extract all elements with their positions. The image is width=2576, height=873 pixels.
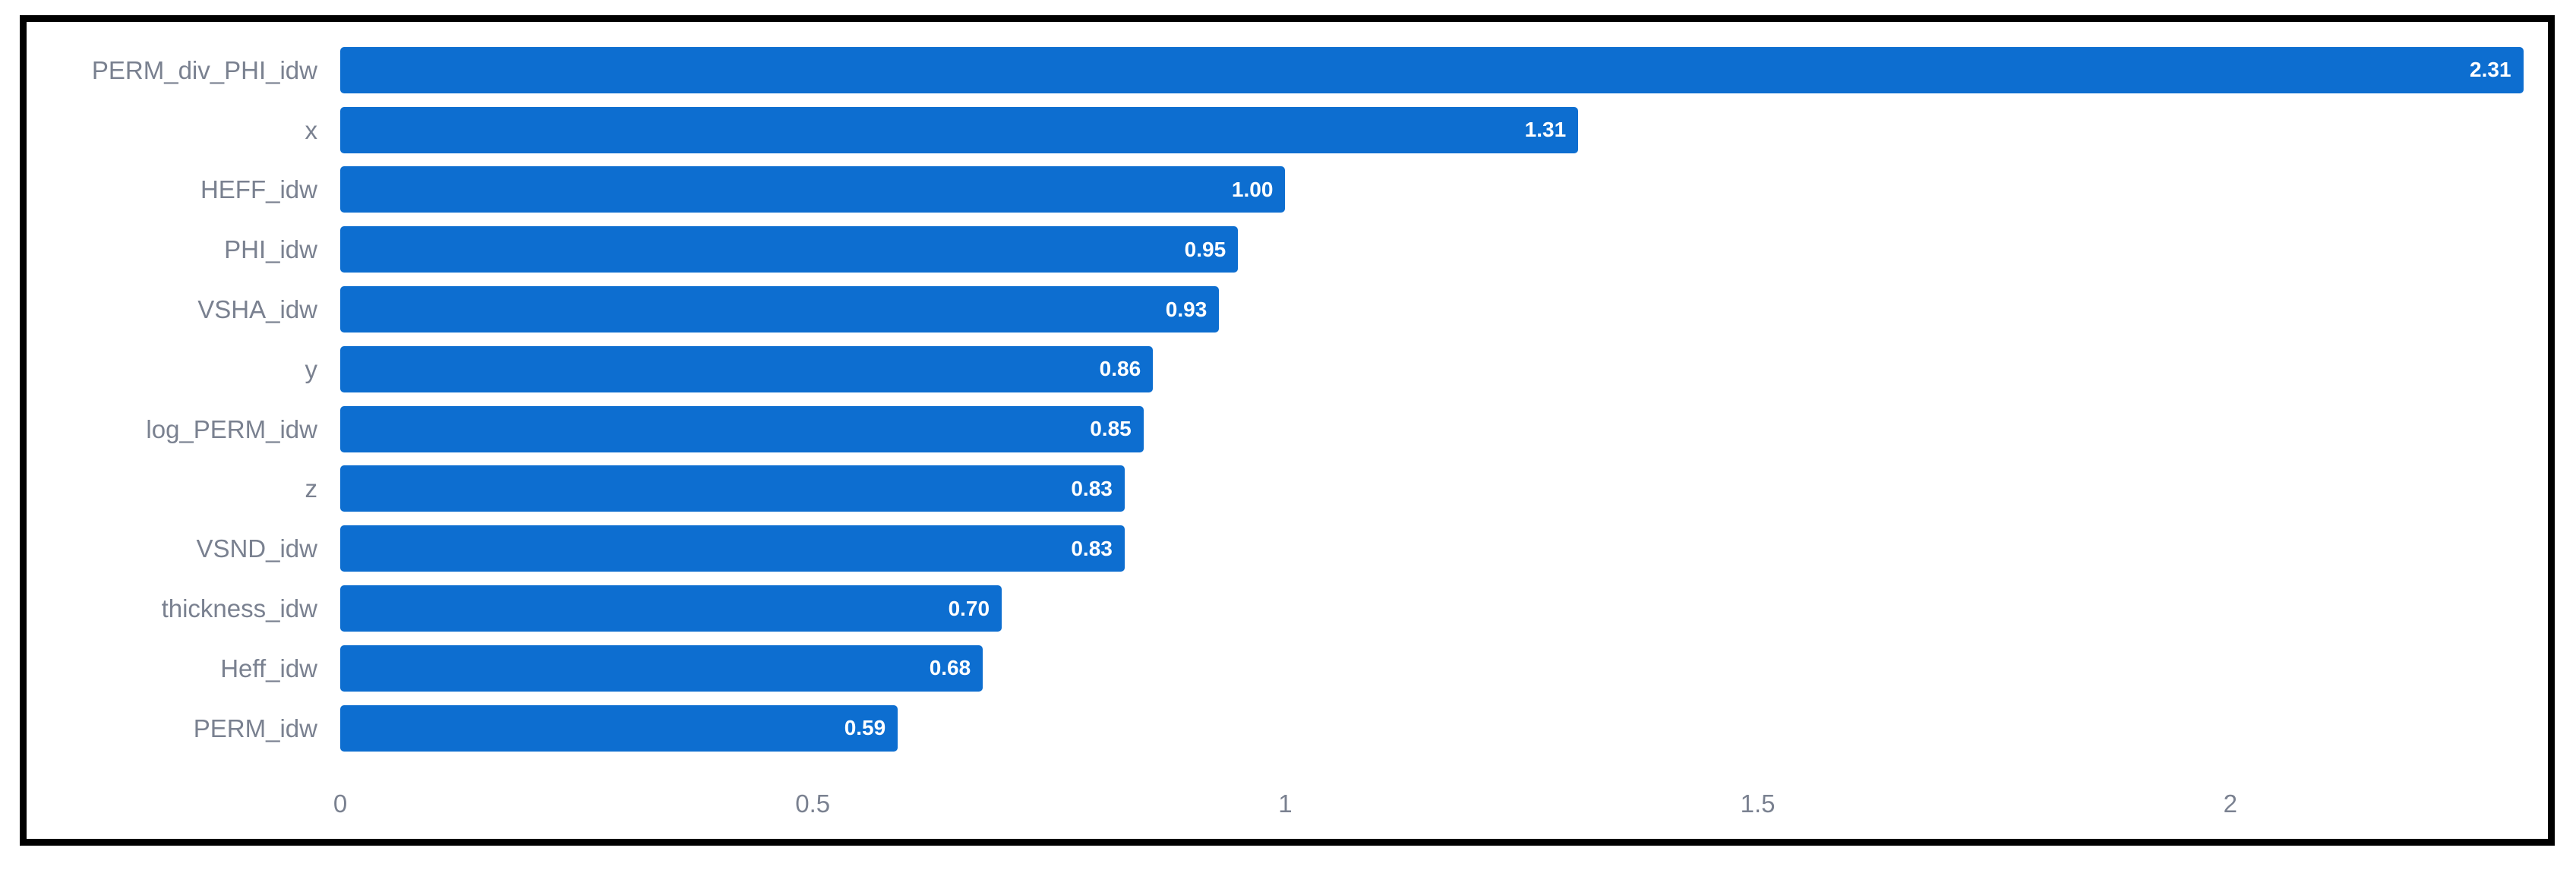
category-label: VSND_idw [196,534,317,563]
category-label: PERM_div_PHI_idw [91,55,317,84]
bar[interactable]: 0.93 [340,286,1220,333]
bar-value-label: 0.68 [929,656,971,680]
category-label: PHI_idw [224,235,317,264]
bar[interactable]: 0.70 [340,585,1002,632]
chart-row: HEFF_idw 1.00 [27,160,2548,220]
bar-track: 0.68 [340,645,2533,692]
chart-row: thickness_idw 0.70 [27,578,2548,638]
category-label: x [305,115,318,144]
bar-value-label: 0.70 [948,596,990,620]
bar[interactable]: 2.31 [340,46,2524,93]
bar-value-label: 1.31 [1524,118,1567,142]
x-axis-tick-label: 1 [1278,789,1293,818]
bar[interactable]: 0.83 [340,465,1125,512]
bar-track: 0.93 [340,286,2533,333]
chart-row: log_PERM_idw 0.85 [27,399,2548,459]
category-label: HEFF_idw [200,175,317,204]
bar-track: 0.59 [340,704,2533,752]
bar-value-label: 2.31 [2470,58,2511,82]
chart-row: PERM_div_PHI_idw 2.31 [27,40,2548,100]
bar[interactable]: 0.86 [340,345,1154,392]
category-label: Heff_idw [220,654,317,682]
bar[interactable]: 1.31 [340,106,1579,153]
bar-value-label: 0.83 [1071,476,1113,500]
bar-track: 1.00 [340,166,2533,213]
bar-track: 2.31 [340,46,2533,93]
bar[interactable]: 0.68 [340,645,983,692]
x-axis-tick-label: 1.5 [1740,789,1776,818]
x-axis-tick-label: 0.5 [795,789,831,818]
bar-value-label: 0.59 [844,716,886,740]
bar-value-label: 1.00 [1231,177,1274,201]
chart-row: VSHA_idw 0.93 [27,279,2548,339]
bar-track: 0.86 [340,345,2533,392]
category-label: thickness_idw [161,594,317,623]
bar-chart: PERM_div_PHI_idw 2.31 x 1.31 HEFF_idw 1.00 PHI… [27,22,2548,839]
category-label: y [305,355,318,383]
chart-row: z 0.83 [27,459,2548,519]
bar-track: 0.85 [340,405,2533,452]
chart-row: PERM_idw 0.59 [27,698,2548,758]
bar-value-label: 0.95 [1184,237,1226,261]
chart-row: y 0.86 [27,339,2548,399]
category-label: VSHA_idw [197,295,317,324]
category-label: PERM_idw [193,714,317,742]
chart-row: PHI_idw 0.95 [27,219,2548,279]
category-label: log_PERM_idw [146,414,317,443]
bar[interactable]: 0.59 [340,704,898,752]
chart-row: x 1.31 [27,100,2548,160]
x-axis-tick-label: 2 [2223,789,2237,818]
category-label: z [305,474,318,503]
bar-track: 0.83 [340,525,2533,572]
bar-value-label: 0.83 [1071,536,1113,560]
x-axis: 0 0.5 1 1.5 2 [333,770,2533,830]
bar[interactable]: 0.85 [340,405,1144,452]
bar-value-label: 0.93 [1165,297,1208,321]
bar[interactable]: 0.83 [340,525,1125,572]
chart-row: Heff_idw 0.68 [27,638,2548,698]
bar-track: 0.95 [340,226,2533,273]
x-axis-tick-label: 0 [333,789,348,818]
bar-track: 1.31 [340,106,2533,153]
bar-value-label: 0.85 [1090,417,1132,441]
bar[interactable]: 0.95 [340,226,1239,273]
chart-rows: PERM_div_PHI_idw 2.31 x 1.31 HEFF_idw 1.00 PHI… [27,40,2548,758]
bar-value-label: 0.86 [1099,357,1141,381]
bar-track: 0.70 [340,585,2533,632]
chart-row: VSND_idw 0.83 [27,518,2548,578]
bar-track: 0.83 [340,465,2533,512]
figure-frame: PERM_div_PHI_idw 2.31 x 1.31 HEFF_idw 1.00 PHI… [20,15,2555,846]
bar[interactable]: 1.00 [340,166,1286,213]
